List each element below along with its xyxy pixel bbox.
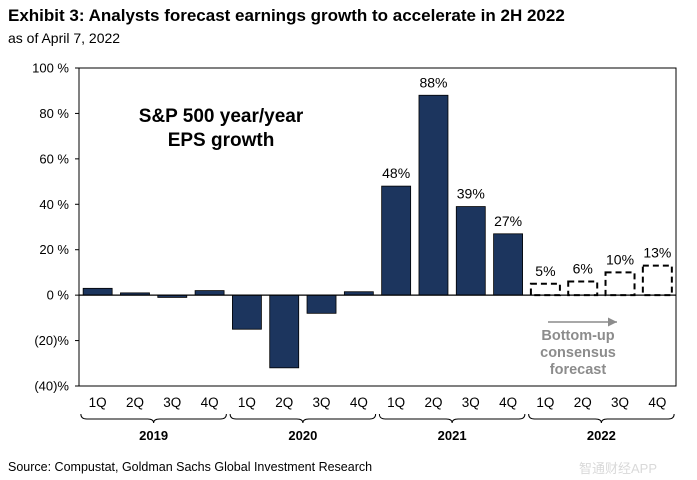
x-tick-label: 2Q [424,395,442,410]
year-label: 2020 [288,428,317,443]
data-label: 88% [419,74,447,90]
data-label: 5% [535,263,555,279]
bar [82,287,113,296]
x-tick-label: 3Q [462,395,480,410]
x-tick-label: 4Q [499,395,517,410]
x-tick-label: 1Q [536,395,554,410]
year-label: 2021 [438,428,467,443]
eps-growth-chart: 48% 88% 39% 27% 5% 6% 10% 13% (40)% (20)% 0 % 20 %… [32,61,677,443]
y-tick-label: (40)% [34,379,69,394]
year-label: 2022 [587,428,616,443]
forecast-bar [641,264,673,297]
chart-title-line-2: EPS growth [168,130,275,151]
x-tick-label: 4Q [648,395,666,410]
x-tick-label: 2Q [126,395,144,410]
data-label: 13% [643,245,671,261]
y-tick-label: 40 % [39,197,69,212]
year-brace [80,413,227,424]
data-label: 39% [457,186,485,202]
bar [194,290,225,296]
y-tick-label: 60 % [39,151,69,166]
forecast-note-line-1: Bottom-up [541,328,614,344]
y-tick-label: 100 % [32,61,69,76]
source-note: Source: Compustat, Goldman Sachs Global … [8,460,373,474]
x-tick-label: 4Q [350,395,368,410]
bar [493,233,523,296]
x-tick-label: 3Q [611,395,629,410]
forecast-note-line-3: forecast [550,362,607,378]
y-tick-label: (20)% [34,333,69,348]
chart-title-line-1: S&P 500 year/year [139,106,304,127]
bar [306,294,337,314]
data-label: 6% [573,261,593,277]
x-tick-label: 2Q [574,395,592,410]
x-tick-label: 3Q [313,395,331,410]
y-tick-label: 20 % [39,242,69,257]
x-tick-label: 1Q [89,395,107,410]
watermark: 智通财经APP [579,461,658,476]
exhibit-subtitle: as of April 7, 2022 [8,30,121,46]
bar [381,185,412,296]
year-brace [528,413,675,424]
data-label: 10% [606,251,634,267]
x-tick-label: 1Q [387,395,405,410]
bar [418,94,449,296]
year-label: 2019 [139,428,168,443]
forecast-bar [529,282,561,297]
plot-frame [78,67,677,387]
data-label: 27% [494,213,522,229]
x-tick-label: 1Q [238,395,256,410]
forecast-note-line-2: consensus [540,345,616,361]
data-label: 48% [382,165,410,181]
bar [232,294,262,330]
y-tick-label: 0 % [47,288,70,303]
year-brace [378,413,526,424]
x-tick-label: 4Q [201,395,219,410]
year-brace [229,413,377,424]
bar [269,294,300,369]
y-tick-label: 80 % [39,106,69,121]
forecast-bar [567,280,599,297]
x-tick-label: 2Q [275,395,293,410]
forecast-bar [604,271,636,297]
exhibit-title: Exhibit 3: Analysts forecast earnings gr… [8,6,565,25]
bar [455,206,486,296]
x-tick-label: 3Q [163,395,181,410]
